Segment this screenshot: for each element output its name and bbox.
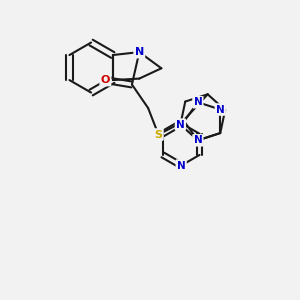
- Text: O: O: [101, 75, 110, 85]
- Text: N: N: [216, 104, 225, 115]
- Text: N: N: [135, 47, 144, 57]
- Text: S: S: [154, 130, 162, 140]
- Text: N: N: [194, 97, 202, 107]
- Text: N: N: [194, 135, 202, 145]
- Text: N: N: [176, 120, 185, 130]
- Text: N: N: [177, 160, 185, 170]
